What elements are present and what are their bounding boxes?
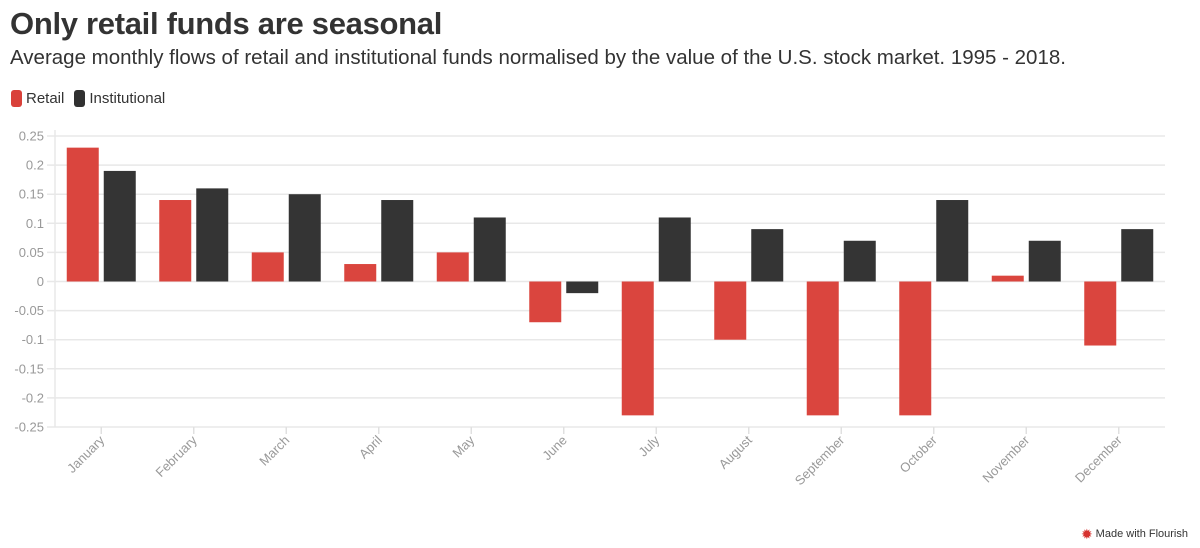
bar-retail-march [251, 252, 284, 282]
x-tick-label: January [64, 432, 108, 476]
chart-subtitle: Average monthly flows of retail and inst… [10, 46, 1066, 69]
y-tick-label: 0.05 [19, 245, 44, 260]
bar-institutional-june [566, 281, 599, 294]
y-tick-label: -0.15 [14, 361, 44, 376]
bar-institutional-december [1121, 229, 1154, 282]
chart-title: Only retail funds are seasonal [10, 6, 443, 41]
flourish-credit[interactable]: ✹ Made with Flourish [1081, 527, 1188, 541]
bar-retail-december [1084, 281, 1117, 346]
x-tick-label: December [1072, 432, 1125, 485]
bar-retail-october [899, 281, 932, 416]
legend-swatch-retail [11, 90, 22, 107]
legend: Retail Institutional [11, 90, 175, 107]
bar-institutional-january [103, 170, 136, 282]
bar-retail-february [159, 200, 192, 282]
y-tick-label: -0.1 [22, 332, 44, 347]
x-tick-label: July [635, 432, 662, 459]
x-tick-label: June [539, 433, 570, 464]
bar-retail-april [344, 264, 377, 282]
x-tick-label: April [356, 432, 385, 461]
x-tick-label: November [979, 432, 1032, 485]
y-tick-label: 0.1 [26, 216, 44, 231]
flourish-star-icon: ✹ [1080, 526, 1093, 542]
y-tick-label: -0.25 [14, 420, 44, 435]
x-tick-label: August [716, 432, 755, 471]
bar-retail-june [529, 281, 562, 323]
bar-institutional-september [843, 240, 876, 282]
legend-swatch-institutional [74, 90, 86, 107]
bar-institutional-october [936, 200, 969, 282]
bar-institutional-april [381, 200, 414, 282]
bar-retail-may [436, 252, 469, 282]
legend-item-institutional[interactable]: Institutional [74, 90, 165, 107]
y-tick-label: -0.2 [22, 390, 44, 405]
legend-label-institutional: Institutional [89, 90, 166, 107]
bar-institutional-may [473, 217, 506, 282]
bar-institutional-november [1028, 240, 1061, 282]
y-tick-label: -0.05 [14, 303, 44, 318]
bar-institutional-july [658, 217, 691, 282]
y-tick-label: 0.15 [19, 187, 44, 202]
x-tick-label: March [256, 433, 292, 469]
bar-institutional-march [288, 194, 321, 282]
x-tick-label: September [792, 432, 848, 488]
bar-retail-january [66, 147, 99, 282]
flourish-credit-label: Made with Flourish [1095, 528, 1188, 540]
x-tick-label: October [897, 432, 941, 476]
bar-retail-july [621, 281, 654, 416]
bar-institutional-august [751, 229, 784, 282]
bar-retail-august [714, 281, 747, 340]
x-tick-label: February [152, 432, 200, 480]
bar-retail-november [991, 275, 1024, 282]
bar-retail-september [806, 281, 839, 416]
legend-label-retail: Retail [26, 90, 65, 107]
legend-item-retail[interactable]: Retail [11, 90, 64, 107]
y-tick-label: 0.2 [26, 158, 44, 173]
bar-institutional-february [196, 188, 229, 282]
y-tick-label: 0.25 [19, 129, 44, 144]
x-tick-label: May [449, 432, 477, 460]
y-tick-label: 0 [37, 274, 44, 289]
